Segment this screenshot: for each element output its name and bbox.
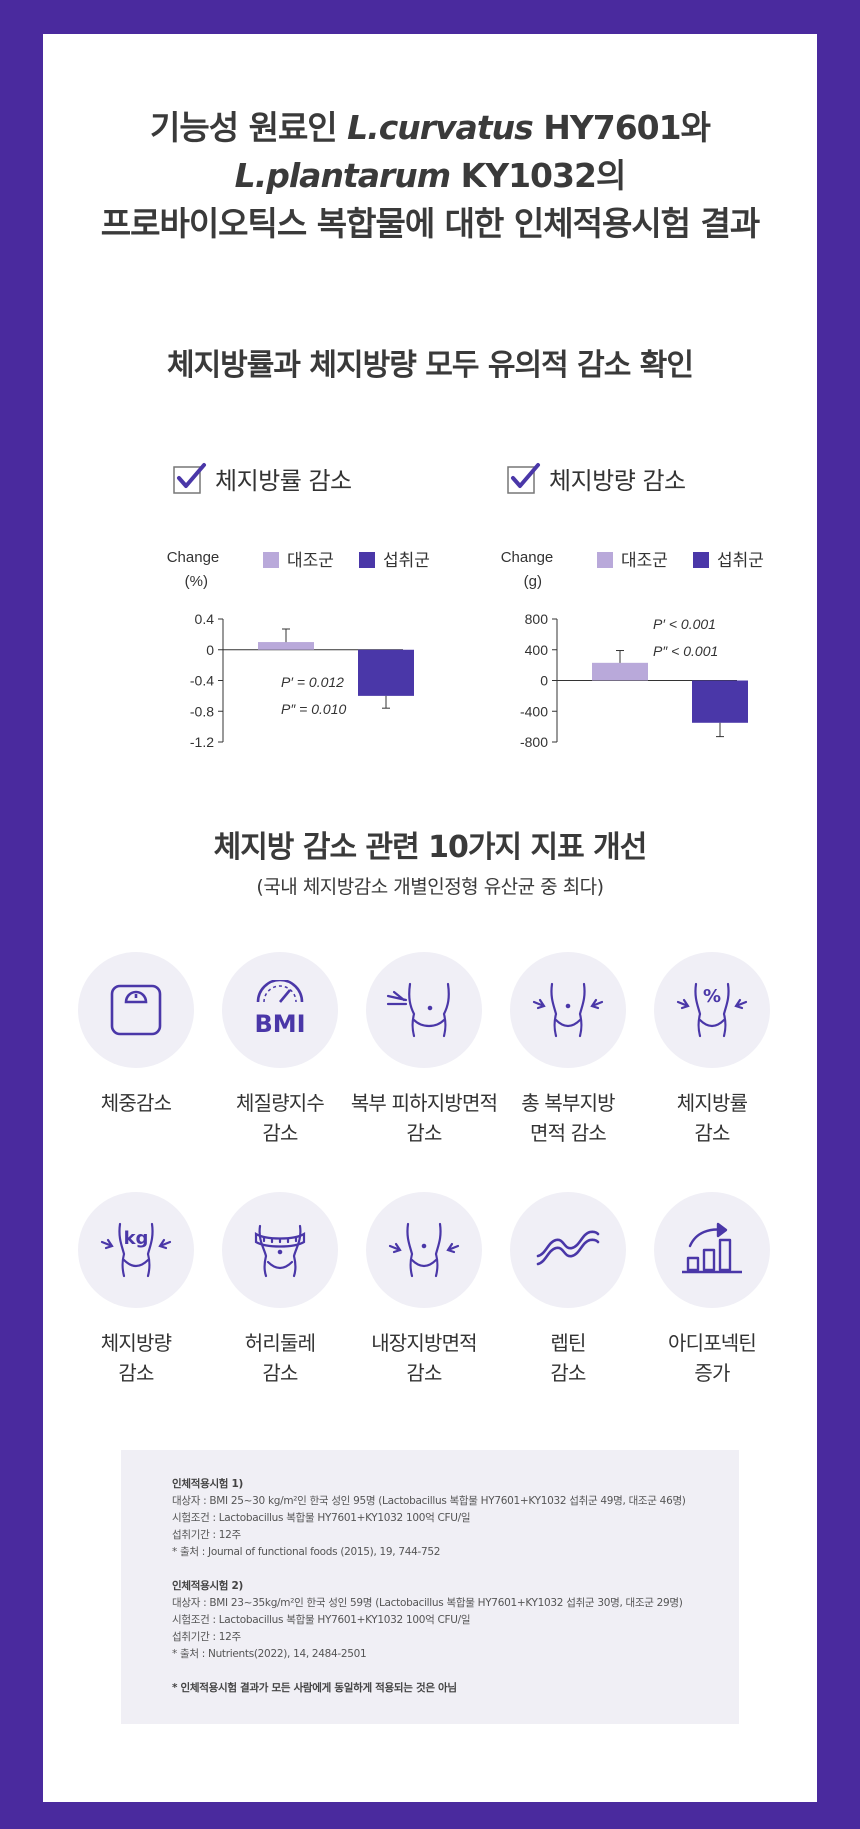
checkbox-check-icon bbox=[173, 462, 206, 494]
indicator-item: kg 체지방량 감소 bbox=[61, 1192, 211, 1388]
legend-swatch bbox=[693, 552, 709, 568]
scale-icon bbox=[78, 952, 194, 1068]
checkbox-check-icon bbox=[507, 462, 540, 494]
indicator-item: 아디포넥틴 증가 bbox=[637, 1192, 787, 1388]
waist-shrink-icon bbox=[510, 952, 626, 1068]
y-axis-label: Change bbox=[167, 549, 220, 566]
y-tick-label: -400 bbox=[520, 703, 548, 719]
indicator-item: 허리둘레 감소 bbox=[205, 1192, 355, 1388]
y-axis-unit: (g) bbox=[524, 573, 542, 590]
waist-percent-icon: % bbox=[654, 952, 770, 1068]
chart-body-fat-mass: Change (g) 대조군 섭취군 800 400 0 -400 -800 P′ < 0.001… bbox=[417, 504, 764, 758]
chart-title-left: 체지방률 감소 bbox=[215, 466, 352, 495]
chart-body-fat-rate: Change (%) 대조군 섭취군 0.4 0 -0.4 -0.8 -1.2 P′ = 0.01… bbox=[83, 504, 430, 758]
p-value-annotation: P′ < 0.001 bbox=[653, 616, 716, 632]
legend-swatch bbox=[263, 552, 279, 568]
chart-title-right: 체지방량 감소 bbox=[549, 466, 686, 495]
bar-control bbox=[592, 662, 648, 681]
bmi-gauge-icon: BMI bbox=[222, 952, 338, 1068]
indicator-item: 총 복부지방 면적 감소 bbox=[493, 952, 643, 1148]
tape-measure-waist-icon bbox=[222, 1192, 338, 1308]
bar-chart-up-icon bbox=[654, 1192, 770, 1308]
indicator-item: 렙틴 감소 bbox=[493, 1192, 643, 1388]
y-tick-label: -800 bbox=[520, 734, 548, 750]
leptin-helix-icon bbox=[510, 1192, 626, 1308]
bar-intake bbox=[358, 649, 414, 696]
visceral-fat-waist-icon bbox=[366, 1192, 482, 1308]
y-axis-unit: (%) bbox=[185, 573, 208, 590]
legend-swatch bbox=[597, 552, 613, 568]
legend-label: 섭취군 bbox=[383, 551, 430, 570]
svg-text:kg: kg bbox=[124, 1228, 149, 1249]
y-tick-label: 800 bbox=[525, 611, 549, 627]
page-title: 기능성 원료인 L.curvatus HY7601와 L.plantarum K… bbox=[100, 108, 761, 243]
p-value-annotation: P′ = 0.012 bbox=[281, 674, 344, 690]
y-tick-label: -0.8 bbox=[190, 703, 214, 719]
checkbox-heading-left: 체지방률 감소 bbox=[173, 460, 352, 496]
indicator-item: 복부 피하지방면적 감소 bbox=[349, 952, 499, 1148]
y-axis-label: Change bbox=[501, 549, 554, 566]
indicator-item: BMI 체질량지수 감소 bbox=[205, 952, 355, 1148]
y-tick-label: 400 bbox=[525, 642, 549, 658]
y-tick-label: 0.4 bbox=[195, 611, 215, 627]
section2-subtitle: (국내 체지방감소 개별인정형 유산균 중 최다) bbox=[256, 876, 604, 898]
study1-title: 인체적용시험 1) bbox=[172, 1478, 244, 1490]
y-tick-label: -1.2 bbox=[190, 734, 214, 750]
legend-label: 대조군 bbox=[287, 551, 334, 570]
bar-control bbox=[258, 642, 314, 650]
content-card: 기능성 원료인 L.curvatus HY7601와 L.plantarum K… bbox=[43, 34, 817, 1802]
legend-label: 섭취군 bbox=[717, 551, 764, 570]
y-tick-label: -0.4 bbox=[190, 673, 214, 689]
abdominal-fat-pinch-icon bbox=[366, 952, 482, 1068]
chart-body-fat-mass-svg: Change (g) 대조군 섭취군 800 400 0 -400 -800 P′ < 0.001… bbox=[501, 549, 764, 750]
section2-title: 체지방 감소 관련 10가지 지표 개선 bbox=[213, 830, 648, 865]
indicator-item: % 체지방률 감소 bbox=[637, 952, 787, 1148]
legend-label: 대조군 bbox=[621, 551, 668, 570]
study-notes: 인체적용시험 1) 대상자 : BMI 25~30 kg/m²인 한국 성인 9… bbox=[121, 1450, 739, 1724]
svg-text:%: % bbox=[703, 986, 721, 1007]
section1-title: 체지방률과 체지방량 모두 유의적 감소 확인 bbox=[166, 348, 694, 383]
p-value-annotation: P″ < 0.001 bbox=[653, 643, 718, 659]
chart-body-fat-rate-svg: Change (%) 대조군 섭취군 0.4 0 -0.4 -0.8 -1.2 P′ = 0.01… bbox=[167, 549, 430, 750]
indicator-item: 체중감소 bbox=[61, 952, 211, 1118]
svg-text:BMI: BMI bbox=[254, 1010, 305, 1038]
p-value-annotation: P″ = 0.010 bbox=[281, 701, 346, 717]
y-tick-label: 0 bbox=[540, 673, 548, 689]
disclaimer: * 인체적용시험 결과가 모든 사람에게 동일하게 적용되는 것은 아님 bbox=[172, 1682, 457, 1694]
bar-intake bbox=[692, 680, 748, 723]
checkbox-heading-right: 체지방량 감소 bbox=[507, 460, 686, 496]
waist-kg-icon: kg bbox=[78, 1192, 194, 1308]
indicator-item: 내장지방면적 감소 bbox=[349, 1192, 499, 1388]
legend-swatch bbox=[359, 552, 375, 568]
study2-title: 인체적용시험 2) bbox=[172, 1580, 244, 1592]
y-tick-label: 0 bbox=[206, 642, 214, 658]
